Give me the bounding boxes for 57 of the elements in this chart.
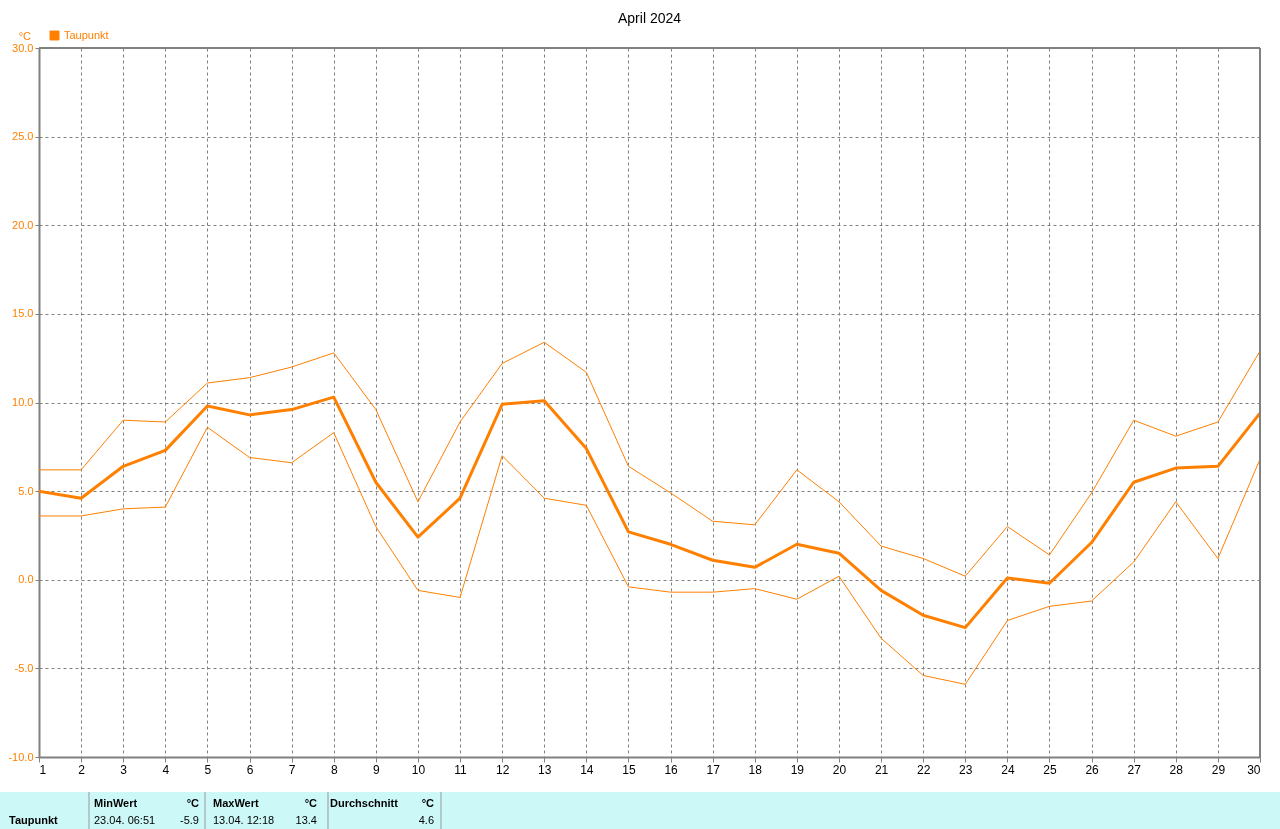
y-tick-label: 15.0 [12,307,34,320]
text: °C [186,797,200,809]
x-tick-label: 3 [120,762,128,777]
y-tick-label: 10.0 [12,396,34,408]
x-tick-label: 19 [790,762,805,777]
x-tick-label: 23 [959,762,973,777]
x-tick-label: 7 [288,762,296,777]
y-tick-label: 20.0 [12,218,34,231]
text: MinWert [94,797,138,809]
text: MaxWert [213,797,259,809]
x-tick-label: 24 [1001,762,1015,777]
x-tick-label: 30 [1247,762,1261,777]
text: 13.4 [295,814,317,826]
text: 23.04. 06:51 [94,814,156,826]
chart-title: April 2024 [617,10,682,26]
text: 13.04. 12:18 [213,814,275,826]
text: Taupunkt [9,814,59,826]
x-tick-label: 15 [622,762,636,777]
x-tick-label: 13 [538,762,552,777]
line-series [39,341,1260,577]
x-tick-label: 1 [39,762,47,777]
x-tick-label: 17 [706,762,721,777]
x-tick-label: 22 [916,762,931,777]
x-tick-label: 29 [1211,762,1226,777]
x-tick-label: 8 [330,762,338,777]
x-tick-label: 2 [78,762,86,777]
x-tick-label: 18 [748,762,763,777]
text: Durchschnitt [330,797,399,809]
y-tick-label: 0.0 [18,573,34,586]
line-series [39,395,1260,630]
x-tick-label: 4 [162,762,170,777]
x-tick-label: 20 [832,762,847,777]
x-tick-label: 26 [1085,762,1100,777]
y-tick-label: 30.0 [12,41,34,54]
y-tick-label: -10.0 [8,750,34,763]
x-tick-label: 5 [204,762,212,777]
legend-label: Taupunkt [64,28,109,41]
x-tick-label: 6 [246,762,254,777]
x-tick-label: 28 [1169,762,1184,777]
x-tick-label: 21 [874,762,889,777]
x-tick-label: 27 [1127,762,1142,777]
x-tick-label: 25 [1043,762,1057,777]
x-tick-label: 16 [664,762,679,777]
text: -5.9 [180,814,199,826]
text: °C [421,797,435,809]
x-tick-label: 11 [454,762,468,777]
y-tick-label: 25.0 [12,130,34,143]
y-tick-label: 5.0 [18,484,34,497]
line-series [39,426,1260,685]
x-tick-label: 10 [411,762,426,777]
y-axis-title: °C [18,30,32,42]
x-tick-label: 14 [580,762,594,777]
y-tick-label: -5.0 [14,661,34,674]
text: 4.6 [418,814,434,826]
x-tick-label: 12 [495,762,510,777]
x-tick-label: 9 [372,762,380,777]
text: °C [304,797,318,809]
